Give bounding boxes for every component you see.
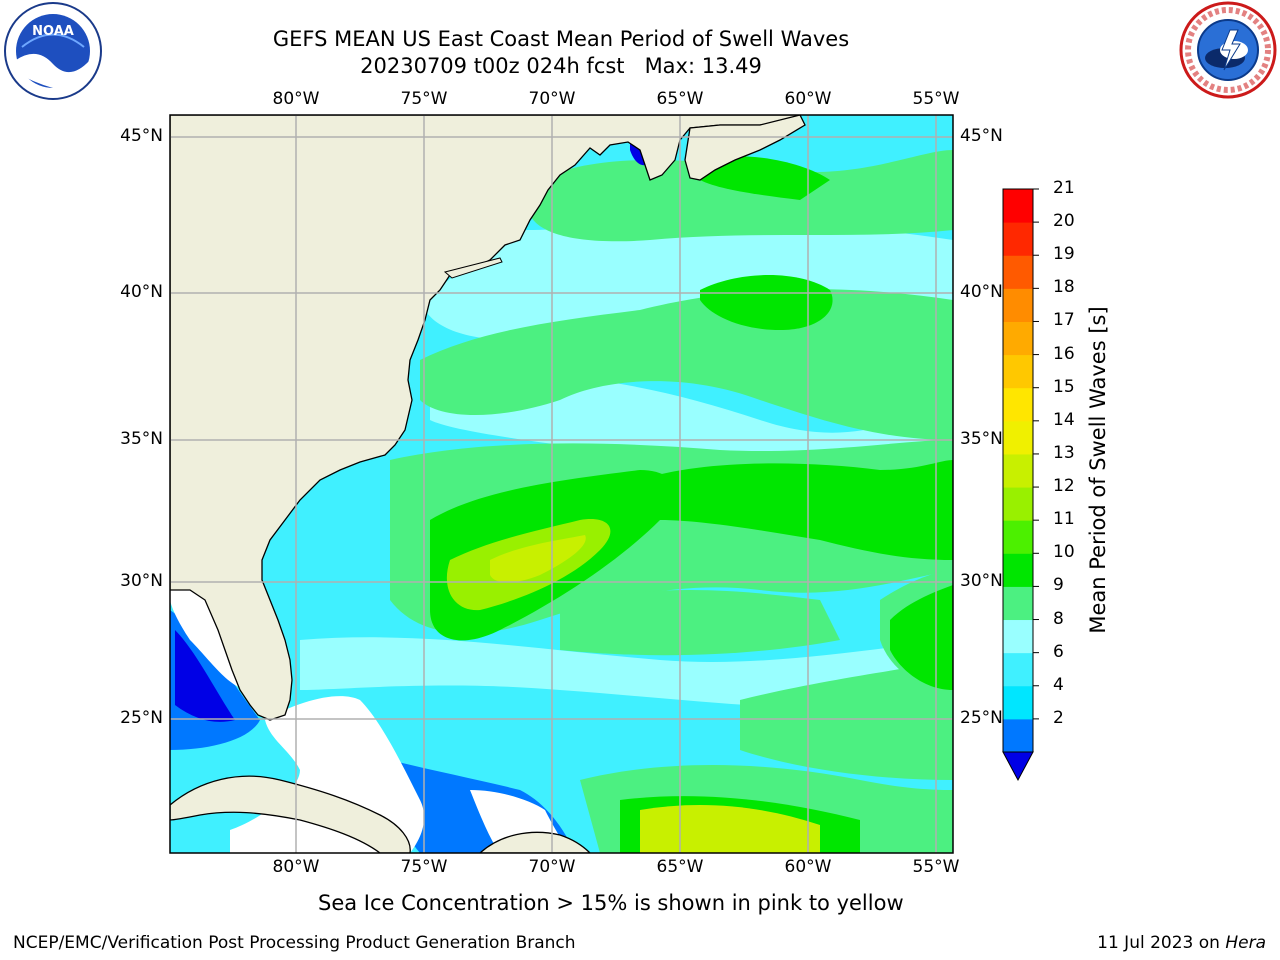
swell-band-10s xyxy=(640,460,953,560)
lat-label: 40°N xyxy=(120,282,163,302)
swell-band-9s xyxy=(740,660,953,780)
colorbar-tick-label: 19 xyxy=(1053,244,1075,265)
colorbar-tick-label: 8 xyxy=(1053,608,1064,629)
colorbar-swatch xyxy=(1003,520,1033,554)
colorbar-tick-label: 14 xyxy=(1053,409,1075,430)
lon-label: 80°W xyxy=(272,857,320,877)
colorbar-swatch xyxy=(1003,553,1033,587)
colorbar-tick-label: 2 xyxy=(1053,707,1064,728)
land-cuba xyxy=(170,775,411,853)
colorbar-tick-label: 21 xyxy=(1053,178,1075,198)
lat-label: 30°N xyxy=(960,571,1003,591)
lat-label: 35°N xyxy=(120,429,163,449)
colorbar-swatch xyxy=(1003,487,1033,521)
colorbar-swatch xyxy=(1003,387,1033,422)
colorbar-tick-label: 9 xyxy=(1053,575,1064,596)
lon-label: 65°W xyxy=(656,857,704,877)
colorbar-swatch xyxy=(1003,586,1033,621)
swell-band-13s xyxy=(640,805,820,853)
chart-subtitle: 20230709 t00z 024h fcst Max: 13.49 xyxy=(360,54,762,78)
colorbar-swatch xyxy=(1003,354,1033,389)
map-field xyxy=(170,115,953,853)
lon-label: 60°W xyxy=(784,857,832,877)
lon-label: 75°W xyxy=(400,857,448,877)
noaa-logo-icon: NOAA xyxy=(4,2,102,100)
colorbar-tick-label: 13 xyxy=(1053,442,1075,463)
colorbar-tick-label: 10 xyxy=(1053,542,1075,563)
lat-label: 25°N xyxy=(960,708,1003,728)
swell-band-9s xyxy=(530,150,953,242)
colorbar-swatch xyxy=(1003,685,1033,720)
colorbar xyxy=(1002,188,1039,782)
colorbar-tick-label: 15 xyxy=(1053,376,1075,397)
lat-label: 45°N xyxy=(960,126,1003,146)
run-date: 11 Jul 2023 on xyxy=(1097,933,1226,953)
swell-band-2s xyxy=(175,630,235,722)
colorbar-extend-min xyxy=(1002,751,1034,782)
lon-label: 80°W xyxy=(272,89,320,109)
swell-band-10s xyxy=(890,585,953,690)
colorbar-swatch xyxy=(1003,718,1033,753)
lon-label: 75°W xyxy=(400,89,448,109)
land-long-island xyxy=(443,257,503,279)
lon-label: 70°W xyxy=(528,857,576,877)
lon-label: 65°W xyxy=(656,89,704,109)
machine-name: Hera xyxy=(1225,933,1266,953)
lon-label: 60°W xyxy=(784,89,832,109)
colorbar-tick-label: 17 xyxy=(1053,310,1075,331)
lat-label: 35°N xyxy=(960,429,1003,449)
producer-credit: NCEP/EMC/Verification Post Processing Pr… xyxy=(13,933,576,953)
lat-label: 40°N xyxy=(960,282,1003,302)
national-weather-service-logo-icon xyxy=(1179,1,1277,99)
colorbar-swatch xyxy=(1003,222,1033,256)
lat-label: 30°N xyxy=(120,571,163,591)
colorbar-swatch xyxy=(1003,288,1033,322)
colorbar-swatch xyxy=(1003,189,1033,223)
lon-label: 70°W xyxy=(528,89,576,109)
colorbar-tick-label: 18 xyxy=(1053,277,1075,298)
colorbar-swatch xyxy=(1003,619,1033,654)
colorbar-label: Mean Period of Swell Waves [s] xyxy=(1086,306,1110,634)
run-date-credit: 11 Jul 2023 on Hera xyxy=(1097,933,1266,953)
colorbar-tick-label: 16 xyxy=(1053,343,1075,364)
lon-label: 55°W xyxy=(912,89,960,109)
lon-label: 55°W xyxy=(912,857,960,877)
colorbar-swatch xyxy=(1003,321,1033,356)
colorbar-tick-label: 11 xyxy=(1053,509,1075,530)
swell-band-10s xyxy=(700,156,830,200)
colorbar-swatch xyxy=(1003,255,1033,289)
colorbar-tick-label: 20 xyxy=(1053,211,1075,232)
colorbar-swatch xyxy=(1003,652,1033,687)
colorbar-swatch xyxy=(1003,453,1033,488)
lat-label: 45°N xyxy=(120,126,163,146)
swell-band-13s xyxy=(490,535,586,583)
swell-band-9s xyxy=(420,289,953,440)
noaa-logo-text: NOAA xyxy=(32,24,74,39)
colorbar-tick-label: 12 xyxy=(1053,476,1075,497)
chart-title: GEFS MEAN US East Coast Mean Period of S… xyxy=(272,27,850,51)
colorbar-swatch xyxy=(1003,420,1033,455)
graticule xyxy=(170,115,953,853)
swell-band-light xyxy=(420,223,953,341)
land-nova-scotia xyxy=(684,115,806,181)
map-frame xyxy=(169,114,954,854)
sea-ice-note-text: Sea Ice Concentration > 15% is shown in … xyxy=(318,891,904,915)
colorbar-tick-label: 4 xyxy=(1053,674,1064,695)
colorbar-tick-label: 6 xyxy=(1053,641,1064,662)
swell-band-9s xyxy=(560,590,840,656)
lat-label: 25°N xyxy=(120,708,163,728)
colorbar-frame xyxy=(1002,188,1034,753)
land-hispaniola xyxy=(479,831,591,853)
swell-band-10s xyxy=(700,275,833,330)
